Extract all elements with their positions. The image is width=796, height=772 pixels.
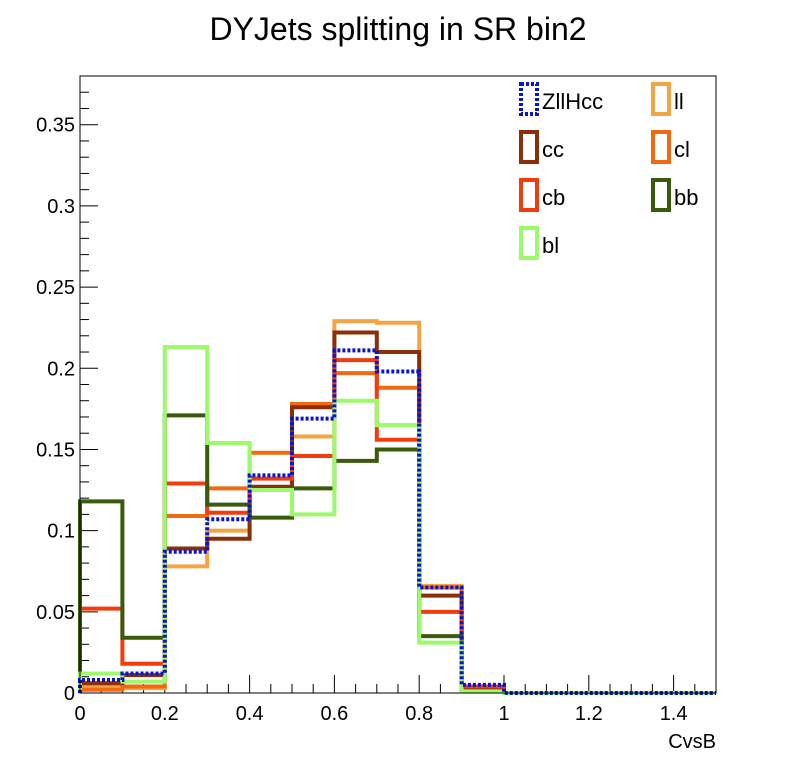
legend: ZllHcc ll cc cl cb bb bl	[519, 82, 698, 260]
x-tick-label: 1.2	[575, 703, 603, 725]
x-tick-label: 1	[498, 703, 509, 725]
series-cb	[78, 358, 716, 695]
x-tick-label: 0.2	[151, 703, 179, 725]
y-tick-label: 0.15	[36, 439, 75, 461]
y-tick-label: 0.2	[47, 358, 75, 380]
y-tick-label: 0	[64, 683, 75, 705]
x-tick-label: 0.4	[236, 703, 264, 725]
series-group	[78, 319, 716, 695]
legend-entry-cb: cb	[519, 178, 565, 212]
series-zllhcc	[78, 348, 716, 695]
y-tick-label: 0.1	[47, 521, 75, 543]
legend-swatch	[519, 130, 539, 164]
legend-entry-cl: cl	[651, 130, 690, 164]
legend-label: cl	[674, 137, 690, 162]
legend-entry-zllhcc: ZllHcc	[519, 82, 603, 116]
legend-swatch	[519, 82, 539, 116]
legend-label: bl	[542, 233, 559, 258]
legend-label: ll	[674, 89, 684, 114]
legend-entry-bb: bb	[651, 178, 698, 212]
y-tick-label: 0.05	[36, 602, 75, 624]
legend-label: cc	[542, 137, 564, 162]
x-tick-label: 0.6	[320, 703, 348, 725]
legend-label: cb	[542, 185, 565, 210]
x-tick-label: 1.4	[660, 703, 688, 725]
legend-swatch	[651, 130, 671, 164]
legend-label: ZllHcc	[542, 89, 603, 114]
legend-entry-cc: cc	[519, 130, 564, 164]
x-tick-label: 0.8	[405, 703, 433, 725]
series-bl	[78, 345, 716, 695]
legend-entry-ll: ll	[651, 82, 684, 116]
y-tick-label: 0.3	[47, 196, 75, 218]
legend-swatch	[519, 178, 539, 212]
series-ll	[78, 319, 716, 695]
chart-title: DYJets splitting in SR bin2	[209, 11, 586, 47]
y-tick-label: 0.35	[36, 115, 75, 137]
y-tick-label: 0.25	[36, 277, 75, 299]
plot-frame	[79, 75, 717, 694]
series-cl	[78, 371, 716, 695]
x-tick-label: 0	[74, 703, 85, 725]
legend-entry-bl: bl	[519, 226, 559, 260]
legend-swatch	[651, 178, 671, 212]
legend-swatch	[519, 226, 539, 260]
legend-swatch	[651, 82, 671, 116]
x-axis-label: CvsB	[668, 731, 716, 753]
legend-label: bb	[674, 185, 698, 210]
series-bb	[78, 413, 716, 695]
axes: 0 0.2 0.4 0.6 0.8 1 1.2 1.4 0 0.05 0.1 0.15 0.2 0.25 0…	[36, 75, 717, 725]
